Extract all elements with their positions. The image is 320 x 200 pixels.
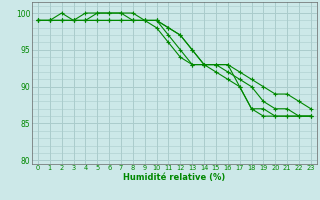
X-axis label: Humidité relative (%): Humidité relative (%)	[123, 173, 226, 182]
